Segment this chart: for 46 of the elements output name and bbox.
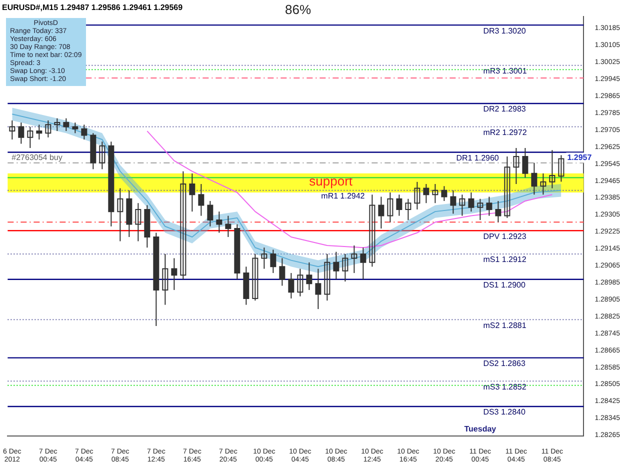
ref-line-label: DS2 1.2863 [483, 358, 526, 368]
candlestick [540, 172, 546, 196]
ref-line-label: mR1 1.2942 [321, 192, 366, 201]
candlestick [387, 192, 394, 223]
ref-line-label: mS2 1.2881 [483, 320, 527, 330]
band-label: support [309, 174, 353, 189]
candlestick [180, 170, 186, 280]
ref-line-label: #2763054 buy [12, 153, 62, 162]
ref-line-label: mR3 1.3001 [483, 66, 528, 76]
candlestick [432, 184, 438, 204]
ref-line-label: DR1 1.2960 [456, 153, 500, 162]
annotation: 86% [285, 2, 312, 18]
candlestick [477, 198, 484, 221]
ref-line-label: DS3 1.2840 [483, 408, 526, 417]
candlestick [117, 188, 124, 242]
candlestick [504, 156, 510, 218]
candlestick [9, 120, 16, 140]
candlestick [324, 253, 330, 302]
candlestick [342, 253, 348, 282]
candlestick [414, 181, 420, 210]
candlestick [162, 253, 168, 306]
ref-line-label: DS1 1.2900 [483, 280, 526, 290]
ref-line-label: DR3 1.3020 [483, 26, 526, 36]
candlestick [549, 150, 556, 189]
ref-line-label: mR2 1.2972 [483, 128, 528, 137]
candlestick [513, 147, 520, 185]
candlestick [351, 244, 358, 274]
candlestick [135, 202, 142, 242]
candlestick [369, 194, 376, 268]
candlestick [558, 154, 564, 182]
candlestick [27, 126, 34, 148]
ref-line-label: mS3 1.2852 [483, 382, 527, 392]
candlestick [261, 247, 268, 270]
candlestick [54, 118, 60, 132]
candlestick [297, 268, 304, 297]
annotation: Tuesday [464, 424, 497, 434]
ref-line-label: DR2 1.2983 [483, 104, 526, 114]
candlestick [99, 141, 106, 170]
candlestick [252, 253, 258, 302]
chart-title: EURUSD#,M15 1.29487 1.29586 1.29461 1.29569 [2, 3, 184, 12]
ref-line-label: DPV 1.2923 [483, 232, 527, 241]
annotation: 1.2957 [567, 152, 592, 162]
candlestick [405, 198, 412, 221]
candlestick [45, 120, 52, 138]
candlestick [459, 194, 466, 216]
ref-line-label: mS1 1.2912 [483, 255, 527, 264]
